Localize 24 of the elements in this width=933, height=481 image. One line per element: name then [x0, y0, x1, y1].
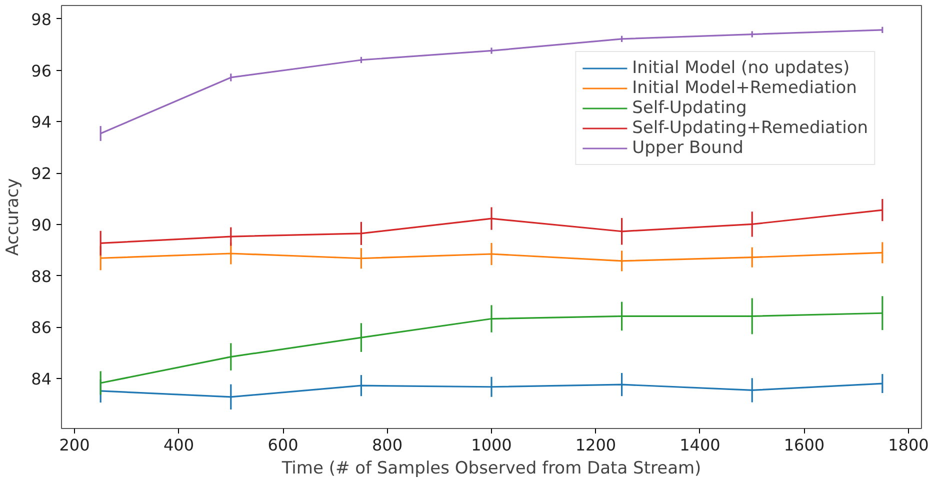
x-tick-label: 200 — [59, 436, 90, 454]
x-tick-label: 1200 — [575, 436, 616, 454]
x-tick-label: 1400 — [680, 436, 720, 454]
y-tick-label: 92 — [31, 164, 52, 184]
y-tick-label: 96 — [31, 61, 52, 80]
x-tick-label: 1600 — [784, 436, 825, 454]
legend-label: Self-Updating — [632, 98, 747, 118]
x-tick-label: 800 — [372, 436, 403, 454]
y-tick-label: 90 — [31, 215, 52, 234]
legend-label: Initial Model (no updates) — [632, 58, 850, 78]
y-tick-label: 94 — [31, 112, 52, 132]
x-tick-label: 600 — [268, 436, 298, 454]
y-tick-label: 88 — [31, 266, 52, 286]
x-tick-label: 1000 — [471, 436, 512, 454]
y-axis-title: Accuracy — [3, 178, 24, 256]
y-tick-label: 86 — [31, 318, 52, 338]
y-tick-label: 98 — [31, 10, 52, 29]
legend-label: Self-Updating+Remediation — [632, 118, 868, 138]
legend-label: Initial Model+Remediation — [632, 78, 857, 98]
x-axis-title: Time (# of Samples Observed from Data Stream) — [280, 458, 702, 478]
x-tick-label: 1800 — [888, 436, 929, 454]
x-tick-label: 400 — [164, 436, 194, 454]
y-tick-label: 84 — [31, 370, 52, 389]
legend-label: Upper Bound — [632, 138, 744, 158]
